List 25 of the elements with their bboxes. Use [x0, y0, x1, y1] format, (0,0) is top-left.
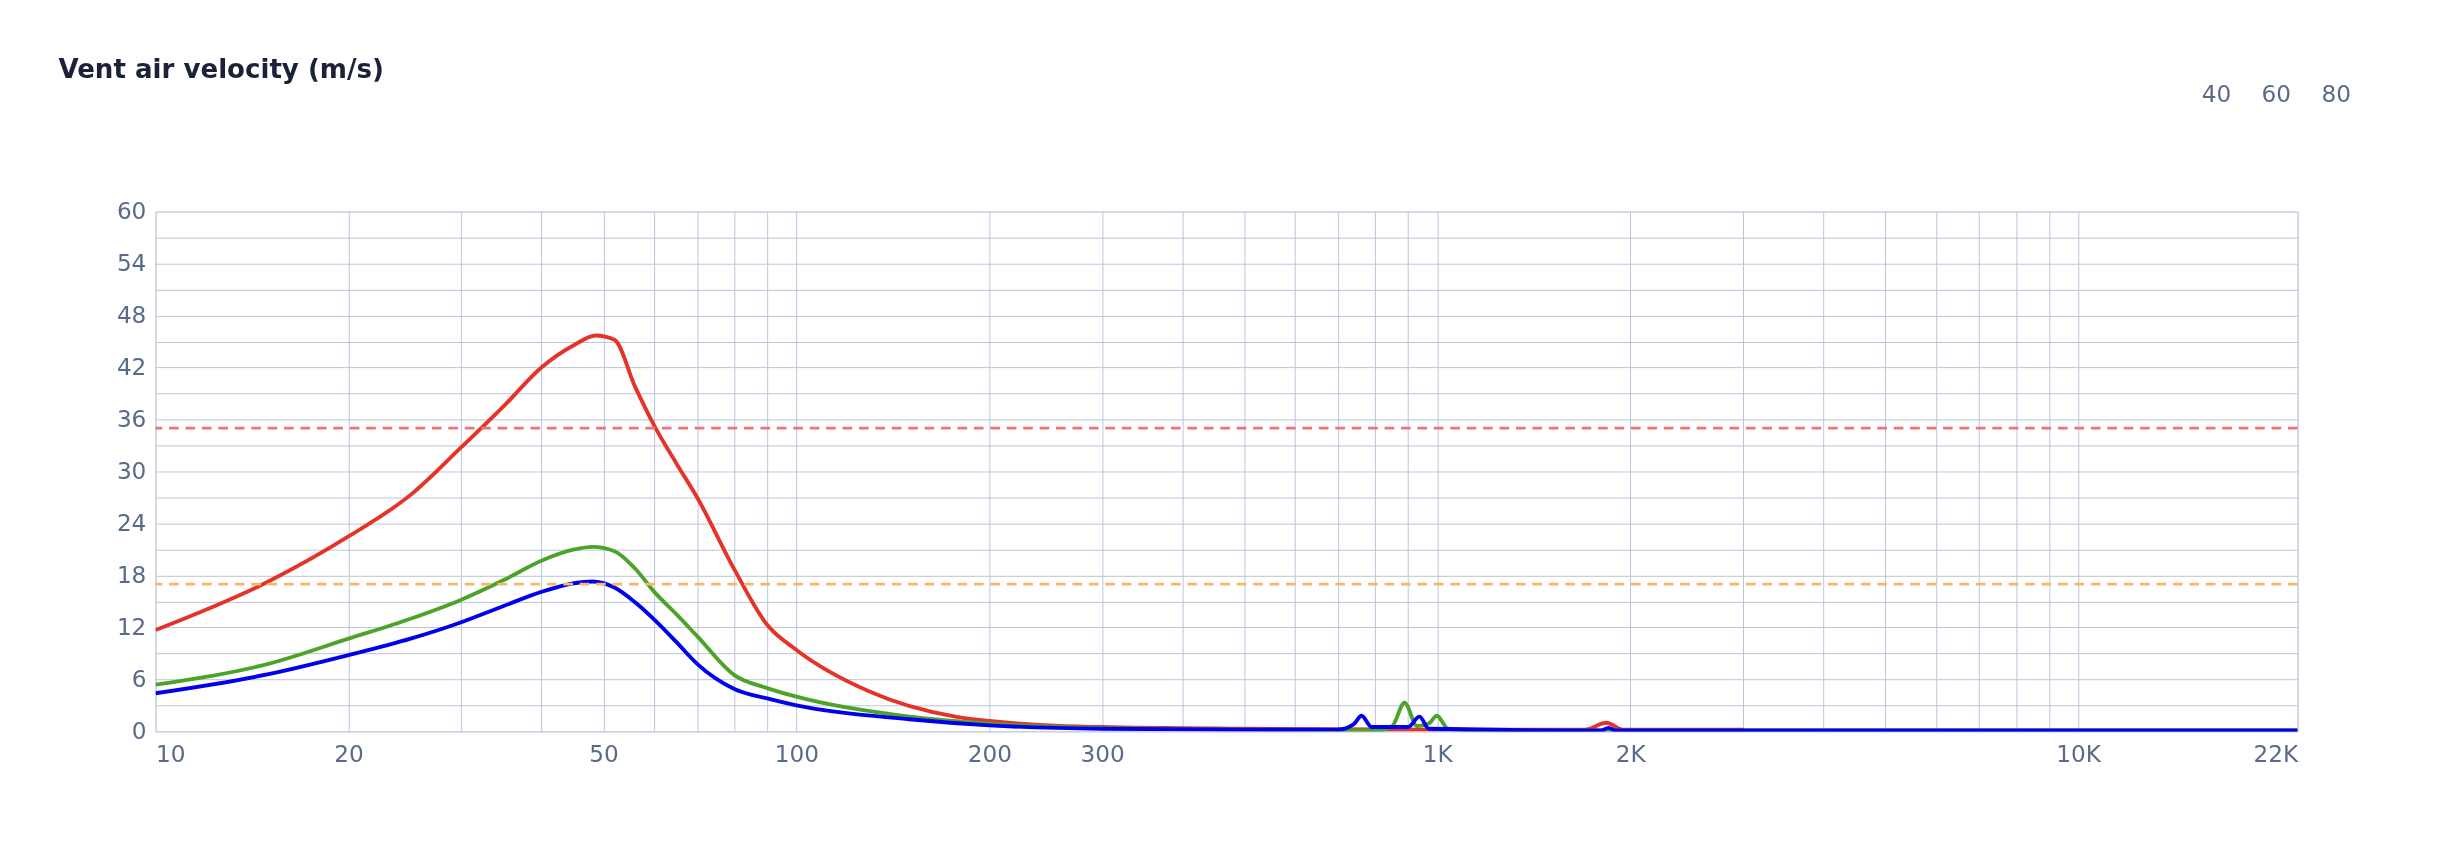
text: 60: [2261, 80, 2292, 108]
chart-title: Vent air velocity (m/s): [58, 54, 384, 85]
x-tick-label: 100: [774, 739, 820, 767]
x-tick-label: 200: [967, 739, 1012, 767]
x-tick-label: 20: [334, 739, 364, 767]
y-tick-label: 0: [131, 716, 147, 744]
y-tick-label: 6: [131, 664, 147, 692]
x-tick-label: 10K: [2056, 739, 2102, 767]
y-tick-label: 60: [116, 196, 147, 224]
y-tick-label: 54: [116, 248, 147, 276]
x-tick-label: 1K: [1422, 739, 1454, 767]
y-tick-label: 48: [116, 300, 147, 328]
y-tick-label: 30: [116, 456, 147, 484]
x-tick-label: 300: [1080, 739, 1125, 767]
y-tick-label: 18: [116, 560, 147, 588]
x-tick-label: 2K: [1615, 739, 1647, 767]
y-tick-label: 24: [116, 508, 147, 536]
text: 40: [2201, 80, 2232, 108]
x-tick-label: 50: [589, 739, 619, 767]
y-tick-label: 12: [116, 612, 147, 640]
x-tick-label: 22K: [2253, 739, 2299, 767]
y-tick-label: 42: [116, 352, 147, 380]
text: 80: [2321, 80, 2352, 108]
y-tick-label: 36: [116, 404, 147, 432]
x-tick-label: 10: [156, 739, 186, 767]
